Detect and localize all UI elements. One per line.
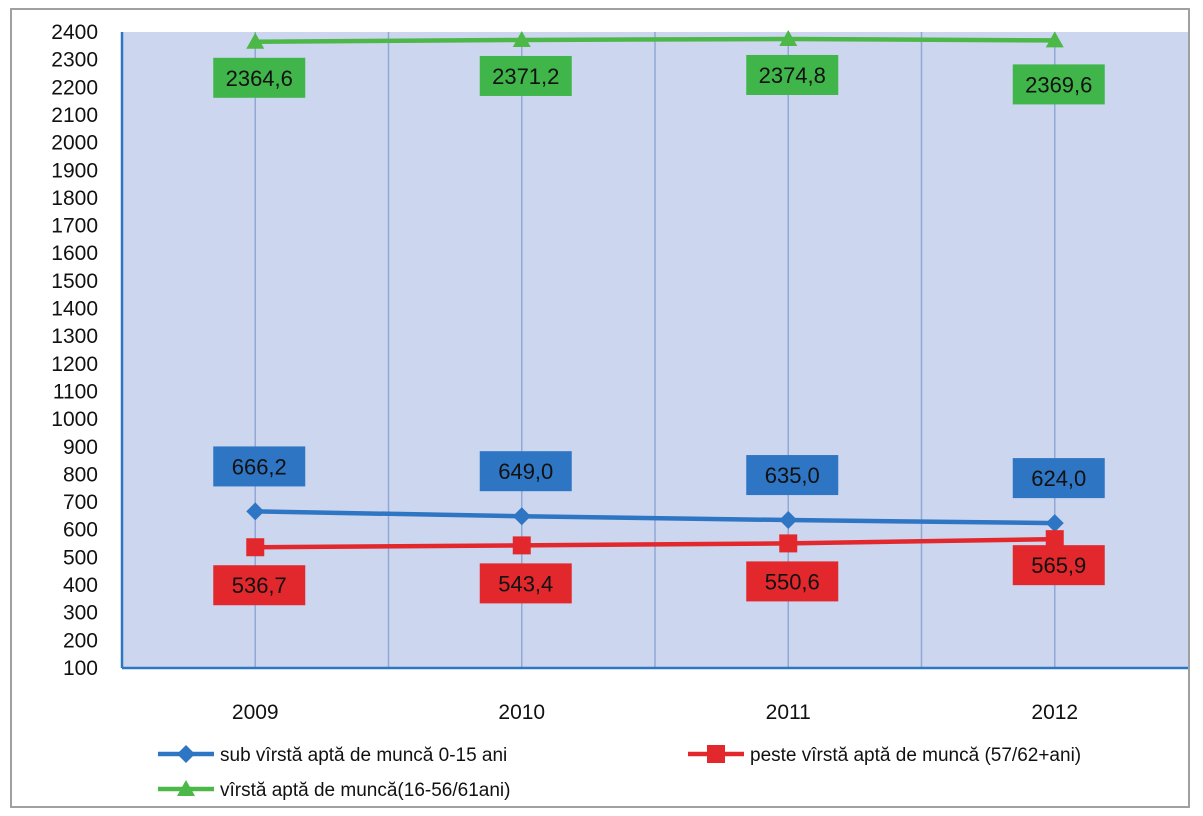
y-tick-label: 500 <box>63 546 98 569</box>
y-tick-label: 600 <box>63 519 98 542</box>
y-tick-label: 1900 <box>51 159 98 182</box>
y-tick-label: 2300 <box>51 49 98 72</box>
series-line-3 <box>255 36 1055 45</box>
y-tick-label: 400 <box>63 574 98 597</box>
data-label: 635,0 <box>765 463 820 488</box>
data-label: 550,6 <box>765 569 820 594</box>
y-tick-label: 1400 <box>51 298 98 321</box>
x-axis-ticks: 2009 2010 2011 2012 <box>232 701 1078 724</box>
y-tick-label: 1100 <box>53 380 98 403</box>
y-tick-label: 1600 <box>51 242 98 265</box>
data-label-box <box>213 565 306 606</box>
data-point-square <box>779 534 798 553</box>
y-tick-label: 2400 <box>51 21 98 44</box>
data-label-box <box>213 446 306 487</box>
data-point-triangle <box>512 30 531 47</box>
x-tick-label: 2010 <box>498 701 545 724</box>
y-tick-label: 1700 <box>51 215 98 238</box>
data-label: 2364,6 <box>226 66 293 91</box>
data-point-square <box>707 745 725 763</box>
data-point-square <box>246 538 265 557</box>
y-tick-label: 300 <box>63 602 98 625</box>
data-label-box <box>479 55 572 96</box>
data-label-box <box>1012 64 1105 105</box>
x-tick-label: 2012 <box>1031 701 1078 724</box>
y-tick-label: 900 <box>63 436 98 459</box>
legend: sub vîrstă aptă de muncă 0-15 ani peste v… <box>158 745 1081 801</box>
data-point-diamond <box>1045 514 1064 533</box>
data-point-square <box>1045 530 1064 549</box>
line-chart: 100 200 300 400 500 600 700 800 900 1000 1100 1200 1… <box>51 21 1188 801</box>
data-label: 536,7 <box>232 573 287 598</box>
data-label: 2371,2 <box>492 64 559 89</box>
data-label: 565,9 <box>1031 553 1086 578</box>
axes <box>120 32 1188 670</box>
y-tick-label: 1800 <box>51 187 98 210</box>
y-tick-label: 2000 <box>51 132 98 155</box>
data-label: 624,0 <box>1031 466 1086 491</box>
y-tick-label: 800 <box>63 463 98 486</box>
data-label: 2369,6 <box>1025 72 1092 97</box>
y-tick-label: 700 <box>63 491 98 514</box>
data-label: 666,2 <box>232 454 287 479</box>
series-group <box>246 29 1064 557</box>
legend-label: vîrstă aptă de muncă(16-56/61ani) <box>220 780 510 801</box>
data-point-triangle <box>246 32 265 49</box>
y-tick-label: 1000 <box>51 408 98 431</box>
y-tick-label: 100 <box>63 657 98 680</box>
y-tick-label: 2200 <box>51 76 98 99</box>
x-tick-label: 2011 <box>766 701 811 724</box>
data-label: 543,4 <box>498 571 553 596</box>
series-line-1 <box>255 509 1055 526</box>
legend-label: peste vîrstă aptă de muncă (57/62+ani) <box>750 745 1081 766</box>
data-point-diamond <box>246 502 265 521</box>
data-label-box <box>746 455 839 496</box>
data-label-box <box>1012 458 1105 499</box>
data-point-diamond <box>512 507 531 526</box>
legend-label: sub vîrstă aptă de muncă 0-15 ani <box>220 745 507 766</box>
data-point-triangle <box>1045 31 1064 48</box>
series-line-2 <box>255 536 1055 550</box>
data-label-box <box>479 451 572 492</box>
y-tick-label: 200 <box>63 629 98 652</box>
data-labels: 666,2 649,0 635,0 624,0 536,7 543,4 550,6 565,9… <box>213 54 1105 606</box>
data-label-box <box>1012 545 1105 586</box>
data-label-box <box>213 57 306 98</box>
data-label: 649,0 <box>498 459 553 484</box>
y-tick-label: 1500 <box>51 270 98 293</box>
data-label-box <box>746 54 839 95</box>
y-tick-label: 1200 <box>51 353 98 376</box>
data-label-box <box>479 563 572 604</box>
data-point-triangle <box>177 780 195 796</box>
y-tick-label: 1300 <box>51 325 98 348</box>
y-axis-ticks: 100 200 300 400 500 600 700 800 900 1000 1100 1200 1… <box>51 21 98 680</box>
data-point-triangle <box>779 29 798 46</box>
data-point-square <box>512 536 531 555</box>
data-label: 2374,8 <box>759 63 826 88</box>
data-label-box <box>746 561 839 602</box>
data-point-diamond <box>177 745 195 763</box>
x-tick-label: 2009 <box>232 701 279 724</box>
y-tick-label: 2100 <box>51 104 98 127</box>
chart-frame: 100 200 300 400 500 600 700 800 900 1000 1100 1200 1… <box>10 8 1190 808</box>
